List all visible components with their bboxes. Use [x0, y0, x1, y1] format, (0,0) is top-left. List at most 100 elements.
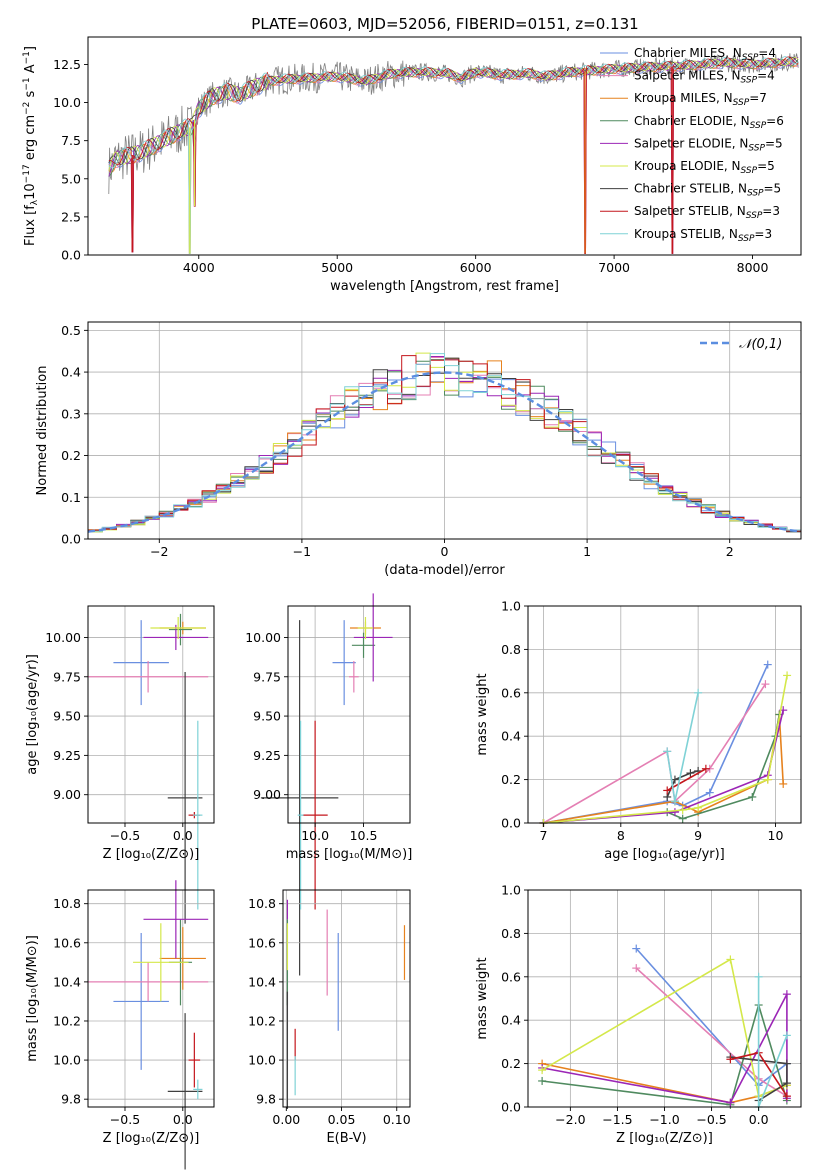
y-axis-label: Normed distribution [35, 366, 50, 496]
y-tick-label: 2.5 [61, 209, 81, 224]
legend-nssp: =4 [758, 46, 776, 60]
x-tick-label: 0.00 [272, 1112, 300, 1127]
y-axis-label-part: erg cm [23, 115, 38, 164]
z_mass-panel: −0.5 0.0 9.8 10.0 10.2 10.4 10.6 10.8 Z [log₁₀(Z… [25, 880, 215, 1170]
y-tick-label: 0.0 [501, 816, 521, 831]
y-tick-label: 0.2 [501, 772, 521, 787]
x-tick-label: 6000 [460, 260, 492, 275]
x-tick-label: −0.5 [110, 1112, 140, 1127]
y-tick-label: 0.8 [501, 926, 521, 941]
y-tick-label: 9.00 [53, 787, 81, 802]
y-tick-label: 10.8 [248, 896, 276, 911]
legend-nssp: =5 [765, 136, 783, 150]
legend-subscript: SSP [746, 211, 763, 221]
x-tick-label: 8 [617, 828, 625, 843]
y-tick-label: 0.0 [61, 248, 81, 263]
y-tick-label: 0.4 [501, 1013, 521, 1028]
legend-subscript: SSP [741, 166, 758, 176]
y-tick-label: 1.0 [501, 599, 521, 614]
legend-subscript: SSP [747, 189, 764, 199]
x-tick-label: 0.0 [173, 828, 193, 843]
legend-subscript: SSP [741, 76, 758, 86]
legend-label: Salpeter MILES, NSSP=4 [634, 69, 775, 86]
y-tick-label: 0.6 [501, 685, 521, 700]
x-tick-label: 0.05 [328, 1112, 356, 1127]
y-tick-label: 10.8 [53, 896, 81, 911]
x-axis-label: mass [log₁₀(M/M⊙)] [286, 847, 413, 862]
x-tick-label: 10 [768, 828, 784, 843]
y-axis-label: mass [log₁₀(M/M⊙)] [25, 935, 40, 1062]
y-tick-label: 0.6 [501, 969, 521, 984]
y-tick-label: 7.5 [61, 133, 81, 148]
y-axis-label-part: −1 [22, 77, 32, 90]
legend-nssp: =5 [757, 159, 775, 173]
x-tick-label: 9 [694, 828, 702, 843]
y-tick-label: 10.6 [53, 935, 81, 950]
legend-series-name: Kroupa ELODIE, N [634, 159, 741, 173]
y-tick-label: 9.8 [256, 1092, 276, 1107]
legend-subscript: SSP [738, 234, 755, 244]
legend-series-name: Kroupa STELIB, N [634, 227, 738, 241]
histogram-steps [88, 352, 801, 533]
legend-label: Kroupa MILES, NSSP=7 [634, 91, 767, 108]
y-tick-label: 9.25 [53, 748, 81, 763]
y-tick-label: 10.00 [45, 630, 81, 645]
y-tick-label: 0.4 [61, 365, 81, 380]
y-tick-label: 5.0 [61, 171, 81, 186]
legend-nssp: =3 [754, 227, 772, 241]
legend-series-name: Salpeter STELIB, N [634, 204, 746, 218]
legend-label: Chabrier MILES, NSSP=4 [634, 46, 776, 63]
x-tick-label: −2 [150, 544, 168, 559]
y-tick-label: 0.2 [61, 448, 81, 463]
x-axis-label: Z [log₁₀(Z/Z⊙)] [103, 1131, 200, 1146]
legend-series-name: Salpeter ELODIE, N [634, 136, 748, 150]
legend-subscript: SSP [750, 121, 767, 131]
legend-nssp: =7 [749, 91, 767, 105]
y-axis-label-part: λ [30, 199, 40, 205]
axes-frame [87, 889, 215, 1108]
legend-label: Salpeter ELODIE, NSSP=5 [634, 136, 783, 153]
legend-label: Salpeter STELIB, NSSP=3 [634, 204, 780, 221]
y-tick-label: 0.0 [501, 1100, 521, 1115]
legend-label: Kroupa ELODIE, NSSP=5 [634, 159, 775, 176]
y-axis-label-part: ] [23, 46, 38, 51]
y-tick-label: 9.75 [53, 669, 81, 684]
spectrum-legend: Chabrier MILES, NSSP=4 Salpeter MILES, NS… [600, 46, 784, 244]
y-tick-label: 10.00 [245, 630, 281, 645]
x-tick-label: −1.0 [649, 1112, 679, 1127]
spectrum-model-line [108, 56, 799, 254]
z_age-panel: −0.5 0.0 9.00 9.25 9.50 9.75 10.00 Z [log₁₀(Z/Z… [25, 605, 215, 924]
x-tick-label: 4000 [183, 260, 215, 275]
mass_age-panel: 10.0 10.5 9.00 9.25 9.50 9.75 10.00 mass [log₁₀… [245, 593, 413, 976]
weight-line [666, 768, 707, 792]
x-axis-label: E(B-V) [326, 1131, 366, 1146]
axes-frame [87, 36, 802, 256]
y-tick-label: 0.8 [501, 642, 521, 657]
x-tick-label: 7000 [598, 260, 630, 275]
y-tick-label: 9.75 [253, 669, 281, 684]
y-tick-label: 10.2 [248, 1013, 276, 1028]
axes-frame [527, 605, 802, 824]
spectrum-model-line [108, 58, 799, 254]
y-axis-label-part: −1 [22, 51, 32, 64]
legend-subscript: SSP [748, 143, 765, 153]
ebv_mass-panel: 0.00 0.05 0.10 9.8 10.0 10.2 10.4 10.6 10.8 E(B-V… [248, 889, 411, 1146]
y-tick-label: 9.50 [53, 709, 81, 724]
y-tick-label: 1.0 [501, 883, 521, 898]
legend-subscript: SSP [742, 53, 759, 63]
x-tick-label: 8000 [737, 260, 769, 275]
legend-series-name: Chabrier STELIB, N [634, 182, 747, 196]
x-tick-label: 2 [726, 544, 734, 559]
legend-label: Chabrier STELIB, NSSP=5 [634, 182, 781, 199]
y-tick-label: 9.8 [61, 1092, 81, 1107]
legend-label: Kroupa STELIB, NSSP=3 [634, 227, 772, 244]
y-tick-label: 12.5 [53, 57, 81, 72]
y-axis-label: mass weight [475, 957, 490, 1039]
x-tick-label: −2.0 [555, 1112, 585, 1127]
y-tick-label: 0.5 [61, 323, 81, 338]
x-tick-label: 0.0 [749, 1112, 769, 1127]
spectrum-panel: 4000 5000 6000 7000 8000 0.0 2.5 5.0 7.5 10.0 12.5… [22, 36, 802, 294]
y-axis-label: Flux [fλ10−17 erg cm−2 s−1 A−1] [22, 46, 40, 246]
x-tick-label: 1 [583, 544, 591, 559]
